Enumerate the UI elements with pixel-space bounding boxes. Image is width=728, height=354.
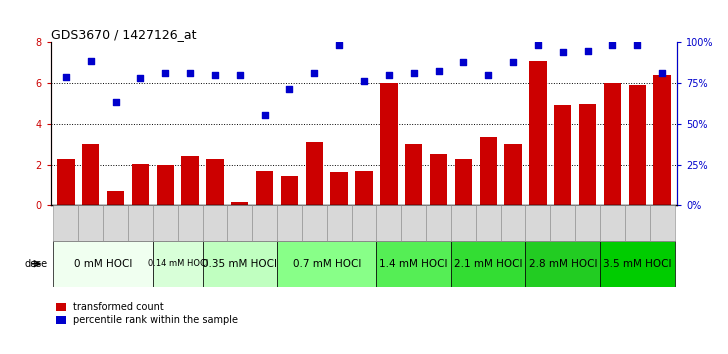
Point [309, 70, 320, 76]
Bar [405, 144, 422, 205]
Point [110, 99, 122, 104]
Text: 1.4 mM HOCl: 1.4 mM HOCl [379, 259, 448, 269]
Text: 0.14 mM HOCl: 0.14 mM HOCl [148, 259, 207, 268]
Legend: transformed count, percentile rank within the sample: transformed count, percentile rank withi… [56, 302, 238, 325]
Bar [202, 241, 277, 287]
Bar [256, 171, 273, 205]
Point [159, 70, 171, 76]
Text: GDS3670 / 1427126_at: GDS3670 / 1427126_at [51, 28, 197, 41]
Bar [526, 241, 600, 287]
Text: 0 mM HOCl: 0 mM HOCl [74, 259, 132, 269]
Text: 2.8 mM HOCl: 2.8 mM HOCl [529, 259, 597, 269]
Point [209, 72, 221, 78]
Bar [529, 61, 547, 205]
Point [432, 68, 444, 74]
Point [333, 42, 345, 47]
Bar [306, 142, 323, 205]
Bar [579, 104, 596, 205]
Text: 3.5 mM HOCl: 3.5 mM HOCl [603, 259, 671, 269]
Bar [206, 159, 223, 205]
Point [135, 75, 146, 81]
Point [606, 42, 618, 47]
Bar [604, 83, 621, 205]
Bar [600, 241, 675, 287]
Bar [376, 241, 451, 287]
Point [85, 58, 97, 64]
Bar [480, 137, 497, 205]
Text: 0.35 mM HOCl: 0.35 mM HOCl [202, 259, 277, 269]
Bar [355, 171, 373, 205]
Bar [554, 104, 571, 205]
Point [358, 78, 370, 84]
Point [60, 74, 71, 80]
Point [408, 70, 419, 76]
Point [532, 42, 544, 47]
Point [657, 70, 668, 76]
Bar [654, 75, 670, 205]
Point [631, 42, 643, 47]
Bar [58, 159, 74, 205]
Bar [505, 144, 522, 205]
Point [234, 72, 245, 78]
Bar [628, 85, 646, 205]
Point [184, 70, 196, 76]
Bar [281, 176, 298, 205]
Bar [153, 241, 202, 287]
Point [582, 48, 593, 53]
Text: 0.7 mM HOCl: 0.7 mM HOCl [293, 259, 361, 269]
Point [507, 59, 519, 65]
Bar [82, 144, 100, 205]
Point [383, 72, 395, 78]
Bar [107, 191, 124, 205]
Point [557, 49, 569, 55]
Point [284, 86, 296, 92]
Bar [277, 241, 376, 287]
Bar [451, 241, 526, 287]
Text: 2.1 mM HOCl: 2.1 mM HOCl [454, 259, 523, 269]
Bar [157, 165, 174, 205]
Bar [455, 159, 472, 205]
Bar [53, 241, 153, 287]
Bar [181, 156, 199, 205]
Text: dose: dose [24, 259, 47, 269]
Point [483, 72, 494, 78]
Bar [132, 164, 149, 205]
Point [458, 59, 470, 65]
Bar [380, 83, 397, 205]
Bar [331, 172, 348, 205]
Point [258, 112, 270, 118]
Bar [430, 154, 447, 205]
Bar [231, 202, 248, 205]
